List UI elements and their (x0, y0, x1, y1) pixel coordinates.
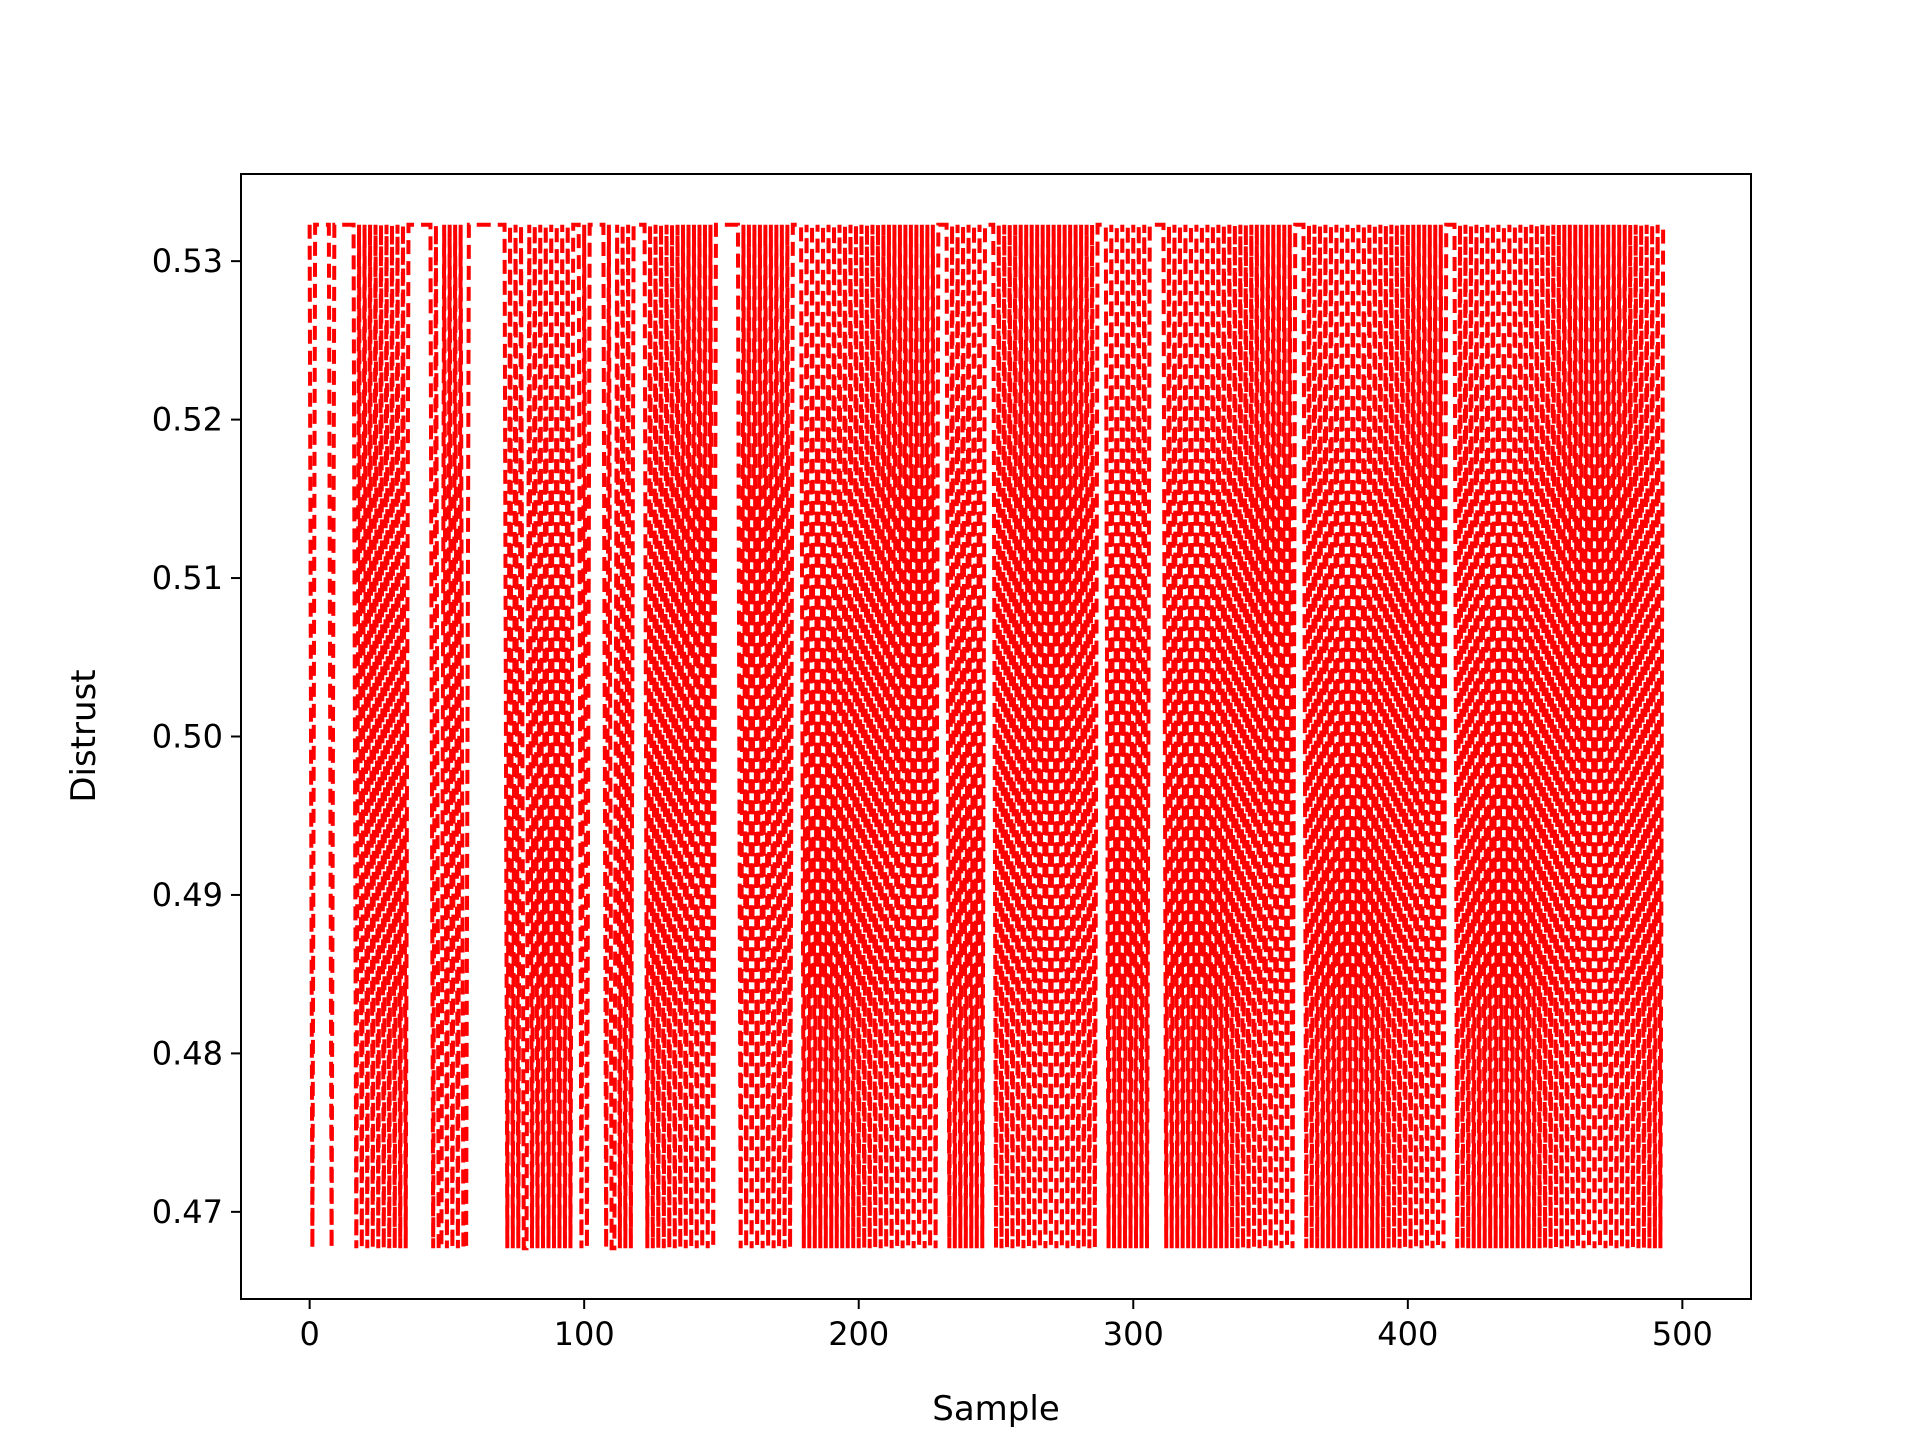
x-tick-label: 400 (1377, 1315, 1438, 1353)
series-layer (307, 222, 1666, 1251)
y-tick-label: 0.49 (152, 876, 223, 914)
y-axis-label: Distrust (64, 669, 104, 802)
x-tick-label: 500 (1652, 1315, 1713, 1353)
x-tick-label: 0 (299, 1315, 319, 1353)
series-line-0 (307, 222, 1666, 1251)
y-tick-label: 0.51 (152, 559, 223, 597)
x-axis-label: Sample (932, 1389, 1059, 1429)
y-axis: 0.47 0.48 0.49 0.50 0.51 0.52 0.53 (152, 242, 241, 1231)
y-tick-label: 0.50 (152, 718, 223, 756)
y-tick-label: 0.53 (152, 242, 223, 280)
x-tick-label: 100 (554, 1315, 615, 1353)
y-tick-label: 0.47 (152, 1193, 223, 1231)
y-tick-label: 0.52 (152, 401, 223, 439)
x-tick-label: 200 (828, 1315, 889, 1353)
x-axis: 0 100 200 300 400 500 (299, 1299, 1713, 1353)
y-tick-label: 0.48 (152, 1034, 223, 1072)
x-tick-label: 300 (1103, 1315, 1164, 1353)
